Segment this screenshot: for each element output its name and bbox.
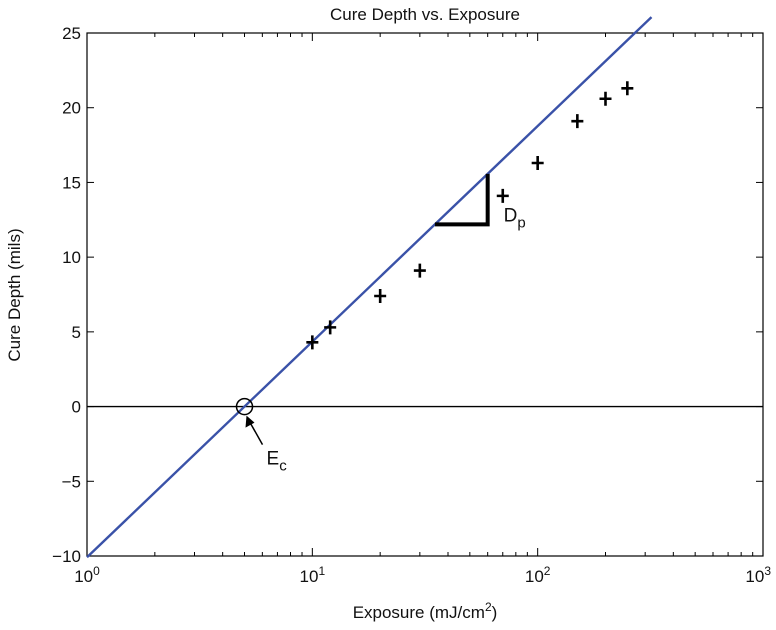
y-tick-label: 15: [62, 173, 81, 192]
y-tick-label: 20: [62, 99, 81, 118]
x-axis-title: Exposure (mJ/cm2): [353, 600, 498, 622]
dp-label: Dp: [504, 205, 526, 231]
y-tick-label: −5: [62, 472, 81, 491]
data-point: [531, 156, 544, 171]
data-point: [496, 188, 509, 203]
y-axis-title: Cure Depth (mils): [5, 228, 24, 361]
data-points: [306, 81, 634, 350]
ec-annotation: Ec: [235, 397, 288, 475]
ec-circle-marker: [235, 397, 254, 416]
y-tick-label: 10: [62, 248, 81, 267]
y-tick-label: 25: [62, 24, 81, 43]
plot-frame: [86, 32, 764, 557]
y-axis-ticks: −10 −5 0 5 10 15 20 25: [52, 24, 763, 566]
data-point: [621, 81, 634, 96]
data-point: [324, 320, 337, 335]
data-point: [374, 288, 387, 303]
fit-line: [86, 16, 653, 559]
y-tick-label: 5: [72, 323, 81, 342]
y-tick-label: −10: [52, 547, 81, 566]
x-tick-label: 101: [300, 564, 326, 586]
dp-slope-triangle: [434, 173, 490, 227]
data-point: [599, 91, 612, 106]
x-tick-label: 100: [74, 564, 100, 586]
dp-slope-annotation: Dp: [434, 173, 526, 231]
ec-arrow: [248, 421, 264, 445]
data-point: [413, 263, 426, 278]
x-tick-label: 102: [525, 564, 551, 586]
data-point: [306, 335, 319, 350]
ec-label: Ec: [267, 449, 288, 475]
ec-arrowhead: [245, 415, 255, 428]
data-point: [571, 114, 584, 129]
chart-title: Cure Depth vs. Exposure: [330, 5, 520, 24]
y-tick-label: 0: [72, 398, 81, 417]
x-tick-label: 103: [745, 564, 771, 586]
x-axis-ticks: 100 101 102 103: [74, 33, 771, 586]
